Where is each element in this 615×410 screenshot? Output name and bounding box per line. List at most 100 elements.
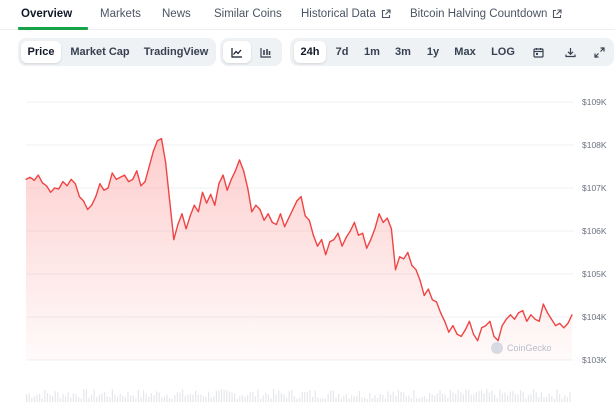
line-chart-button[interactable]: [223, 41, 251, 63]
price-point: [567, 322, 569, 324]
download-button[interactable]: [560, 41, 580, 63]
volume-bar: [499, 389, 501, 402]
price-chart[interactable]: $109K $108K $107K $106K $105K $104K $103K: [0, 80, 615, 410]
volume-bar: [488, 392, 490, 402]
volume-bar: [403, 392, 405, 402]
price-point: [140, 185, 142, 187]
volume-bar: [543, 397, 545, 402]
volume-bar: [382, 394, 384, 402]
volume-bar: [98, 394, 100, 402]
range-1m-button[interactable]: 1m: [360, 41, 384, 63]
range-1y-button[interactable]: 1y: [422, 41, 444, 63]
price-point: [284, 226, 286, 228]
volume-bar: [184, 395, 186, 402]
tab-bitcoin-halving-countdown[interactable]: Bitcoin Halving Countdown: [410, 8, 563, 20]
volume-bar: [293, 396, 295, 402]
price-point: [571, 314, 573, 316]
price-point: [386, 217, 388, 219]
price-point: [472, 333, 475, 335]
volume-bar: [228, 391, 230, 402]
volume-bar: [221, 389, 223, 402]
range-max-button[interactable]: Max: [450, 41, 480, 63]
volume-bar: [351, 395, 353, 402]
volume-bar: [509, 391, 511, 402]
tab-overview[interactable]: Overview: [21, 8, 72, 20]
volume-bar: [135, 398, 137, 402]
volume-bar: [286, 397, 288, 402]
price-point: [263, 219, 265, 221]
price-label: Price: [27, 46, 55, 58]
price-point: [226, 189, 228, 191]
y-axis-ticks: $109K $108K $107K $106K $105K $104K $103K: [582, 97, 607, 365]
volume-bar: [327, 393, 329, 402]
range-3m-button[interactable]: 3m: [391, 41, 415, 63]
volume-bar: [559, 393, 561, 402]
volume-bar: [465, 389, 467, 402]
volume-bar: [366, 399, 368, 402]
candlestick-chart-icon: [260, 47, 271, 58]
price-point: [82, 200, 85, 202]
log-scale-button[interactable]: LOG: [487, 41, 519, 63]
price-point: [559, 322, 561, 324]
volume-bar: [249, 392, 251, 402]
price-button[interactable]: Price: [21, 41, 61, 63]
volume-bar: [358, 391, 360, 402]
price-point: [267, 213, 269, 215]
volume-bar: [200, 394, 202, 402]
range-3m-label: 3m: [395, 46, 411, 58]
price-point: [218, 183, 220, 185]
price-point: [74, 183, 76, 185]
volume-bar: [72, 393, 74, 402]
external-link-icon: [381, 9, 391, 19]
date-range-button[interactable]: [528, 41, 548, 63]
volume-bar: [514, 394, 516, 402]
volume-bar: [330, 390, 332, 402]
tab-similar-coins[interactable]: Similar Coins: [214, 8, 282, 20]
price-point: [45, 185, 48, 187]
volume-bar: [41, 398, 43, 402]
volume-bar: [314, 390, 316, 402]
volume-bar: [525, 398, 527, 402]
tab-markets[interactable]: Markets: [100, 8, 141, 20]
price-point: [394, 269, 397, 271]
market-cap-button[interactable]: Market Cap: [64, 41, 136, 63]
price-point: [136, 170, 138, 172]
volume-bar: [70, 397, 72, 402]
volume-bar: [210, 397, 212, 402]
volume-bar: [353, 396, 355, 402]
tradingview-button[interactable]: TradingView: [139, 41, 213, 63]
range-24h-button[interactable]: 24h: [294, 41, 326, 63]
price-point: [550, 318, 553, 320]
tab-historical-data[interactable]: Historical Data: [301, 8, 391, 20]
volume-bar: [127, 391, 129, 402]
volume-bar: [252, 391, 254, 402]
volume-bar: [520, 390, 522, 402]
volume-bar: [546, 397, 548, 402]
volume-bar: [179, 392, 181, 402]
volume-bar: [392, 391, 394, 402]
range-7d-button[interactable]: 7d: [330, 41, 354, 63]
volume-bar: [247, 395, 249, 402]
price-point: [407, 251, 409, 254]
price-point: [165, 161, 167, 163]
price-point: [296, 200, 298, 202]
y-tick-label: $109K: [582, 97, 607, 107]
volume-bar: [52, 396, 54, 402]
volume-bar: [548, 393, 550, 402]
price-point: [464, 329, 466, 331]
price-point: [555, 325, 557, 327]
price-point: [87, 208, 89, 211]
price-point: [316, 245, 319, 247]
volume-bar: [205, 396, 207, 402]
price-point: [148, 165, 150, 168]
price-point: [325, 254, 327, 256]
tab-news[interactable]: News: [162, 8, 191, 20]
candlestick-chart-button[interactable]: [252, 41, 280, 63]
price-point: [382, 221, 384, 223]
fullscreen-button[interactable]: [589, 41, 609, 63]
volume-bar: [540, 392, 542, 402]
price-point: [255, 204, 257, 206]
volume-bar: [75, 394, 77, 402]
market-cap-label: Market Cap: [70, 46, 130, 58]
price-point: [70, 178, 72, 180]
